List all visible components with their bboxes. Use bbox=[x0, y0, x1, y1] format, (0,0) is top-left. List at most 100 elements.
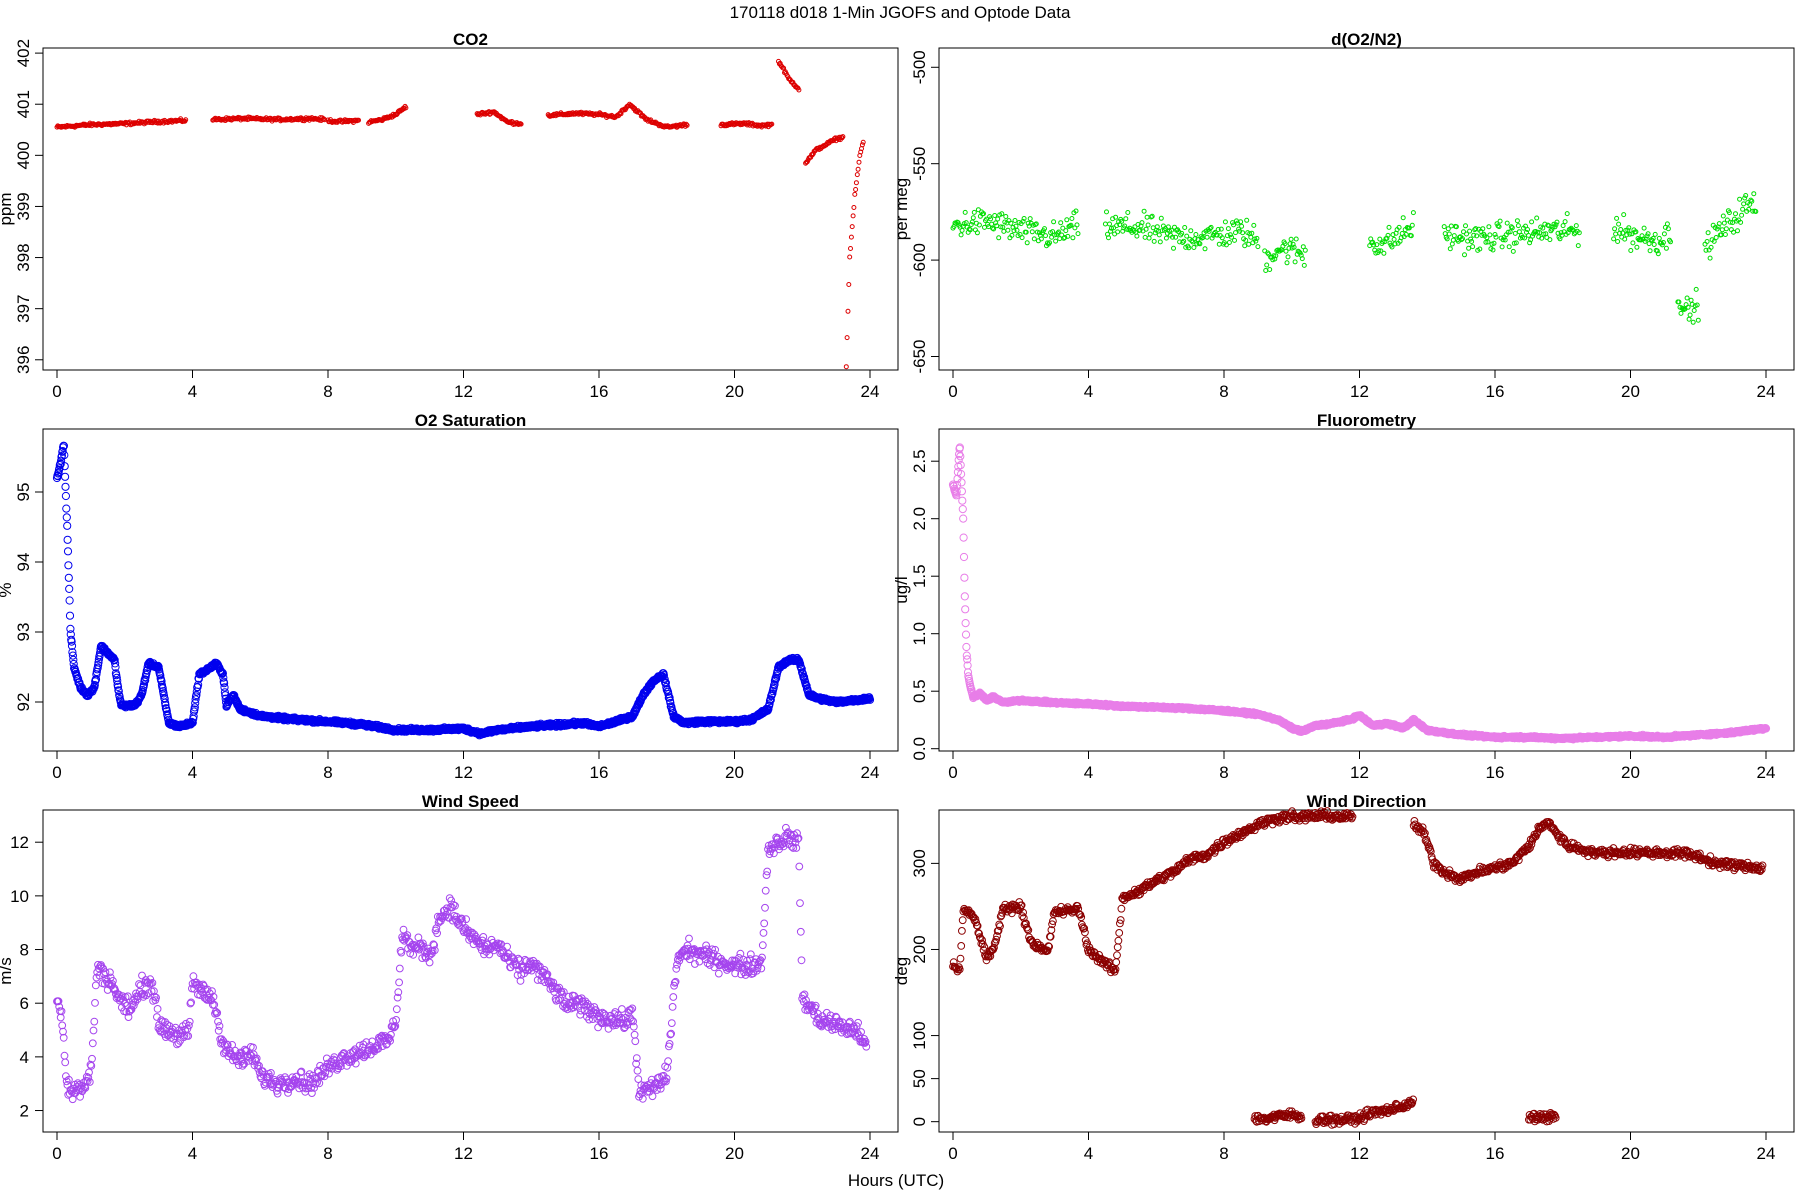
data-point bbox=[1742, 195, 1748, 201]
data-point bbox=[1029, 229, 1035, 235]
data-point bbox=[113, 676, 122, 686]
data-point bbox=[988, 216, 994, 222]
data-point bbox=[1633, 229, 1639, 235]
data-point bbox=[230, 691, 239, 700]
data-point bbox=[1450, 237, 1456, 243]
data-point bbox=[220, 688, 229, 697]
data-point bbox=[63, 547, 73, 556]
data-point bbox=[64, 561, 73, 570]
data-point bbox=[1227, 232, 1233, 238]
data-point bbox=[1102, 221, 1108, 227]
data-point bbox=[1290, 241, 1296, 247]
data-points bbox=[52, 441, 875, 740]
data-point bbox=[1738, 219, 1744, 225]
data-point bbox=[1188, 228, 1194, 234]
data-point bbox=[1664, 221, 1670, 227]
data-point bbox=[848, 234, 854, 240]
data-point bbox=[981, 211, 986, 217]
data-point bbox=[769, 121, 775, 127]
data-point bbox=[1530, 233, 1536, 239]
y-tick-label: 95 bbox=[14, 483, 33, 502]
data-point bbox=[62, 504, 71, 513]
data-point bbox=[93, 663, 102, 672]
data-point bbox=[1410, 210, 1416, 216]
data-point bbox=[1704, 239, 1710, 244]
data-point bbox=[726, 121, 732, 126]
data-point bbox=[1468, 236, 1474, 242]
y-tick-label: 0.5 bbox=[910, 679, 929, 703]
data-point bbox=[1238, 219, 1244, 225]
x-tick-label: 4 bbox=[1084, 382, 1093, 401]
data-point bbox=[1726, 210, 1732, 216]
data-point bbox=[962, 642, 971, 652]
data-point bbox=[1051, 219, 1057, 225]
data-point bbox=[1013, 223, 1019, 229]
data-point bbox=[1114, 223, 1120, 229]
data-point bbox=[1526, 232, 1531, 238]
data-point bbox=[322, 117, 328, 123]
data-point bbox=[1146, 235, 1152, 241]
data-point bbox=[853, 180, 859, 186]
data-point bbox=[849, 224, 855, 230]
data-point bbox=[1042, 226, 1047, 232]
data-point bbox=[846, 282, 852, 287]
data-point bbox=[1283, 248, 1289, 254]
data-point bbox=[1516, 229, 1522, 235]
data-point bbox=[1215, 227, 1221, 232]
data-point bbox=[55, 464, 64, 473]
y-axis-label: % bbox=[0, 582, 15, 597]
data-point bbox=[1487, 232, 1493, 238]
x-tick-label: 12 bbox=[454, 382, 473, 401]
data-point bbox=[1513, 240, 1519, 246]
data-point bbox=[1292, 259, 1298, 265]
data-points bbox=[948, 443, 1771, 744]
data-point bbox=[1069, 216, 1075, 221]
data-point bbox=[961, 605, 970, 614]
data-point bbox=[992, 213, 998, 218]
data-point bbox=[1661, 231, 1667, 237]
data-point bbox=[1553, 222, 1559, 228]
x-tick-label: 20 bbox=[725, 763, 744, 782]
data-point bbox=[1659, 242, 1665, 248]
data-point bbox=[860, 139, 866, 145]
data-point bbox=[1038, 236, 1044, 242]
data-point bbox=[1655, 251, 1661, 257]
data-point bbox=[1147, 231, 1153, 237]
data-point bbox=[1485, 239, 1491, 245]
data-point bbox=[1547, 237, 1553, 243]
data-point bbox=[968, 222, 974, 227]
y-tick-label: 396 bbox=[14, 346, 33, 374]
data-point bbox=[1737, 196, 1743, 202]
data-point bbox=[1441, 224, 1447, 230]
data-point bbox=[1451, 233, 1457, 239]
data-point bbox=[1406, 225, 1412, 231]
data-point bbox=[188, 718, 197, 727]
data-point bbox=[957, 487, 967, 496]
data-point bbox=[840, 134, 846, 140]
data-point bbox=[1254, 235, 1260, 241]
data-point bbox=[1746, 206, 1752, 212]
data-point bbox=[1142, 234, 1148, 240]
data-point bbox=[1244, 217, 1250, 223]
data-point bbox=[986, 224, 992, 230]
x-tick-label: 20 bbox=[1621, 382, 1640, 401]
data-point bbox=[1493, 234, 1499, 240]
data-point bbox=[1063, 228, 1069, 234]
data-point bbox=[1003, 214, 1009, 219]
data-point bbox=[1509, 225, 1515, 231]
data-point bbox=[1249, 230, 1255, 236]
data-point bbox=[1115, 229, 1121, 235]
data-point bbox=[1686, 316, 1692, 322]
data-point bbox=[1109, 225, 1114, 231]
data-point bbox=[139, 680, 149, 689]
data-point bbox=[111, 659, 120, 668]
x-tick-label: 0 bbox=[948, 763, 957, 782]
data-point bbox=[1020, 218, 1026, 224]
data-point bbox=[1713, 235, 1719, 240]
data-point bbox=[1056, 229, 1062, 235]
data-point bbox=[1265, 250, 1271, 256]
data-point bbox=[1630, 240, 1636, 246]
data-point bbox=[1074, 222, 1080, 228]
